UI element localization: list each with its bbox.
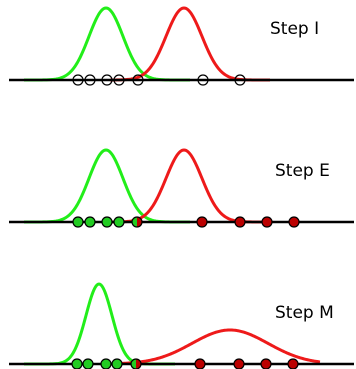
data-point-green bbox=[82, 358, 94, 369]
green-gaussian-curve bbox=[24, 282, 175, 366]
data-point-unassigned bbox=[101, 74, 113, 86]
green-gaussian-curve bbox=[24, 148, 190, 224]
green-gaussian-curve bbox=[24, 6, 190, 82]
data-point-red bbox=[194, 358, 206, 369]
step-i-label: Step I bbox=[270, 19, 319, 39]
data-point-red bbox=[260, 358, 272, 369]
data-point-green bbox=[101, 216, 113, 228]
data-point-green bbox=[100, 358, 112, 369]
data-point-green bbox=[71, 358, 83, 369]
data-point-green bbox=[72, 216, 84, 228]
step-e-label: Step E bbox=[275, 161, 330, 181]
step-m-label: Step M bbox=[275, 303, 334, 323]
data-point-unassigned bbox=[113, 74, 125, 86]
data-point-green bbox=[111, 358, 123, 369]
data-point-unassigned bbox=[197, 74, 209, 86]
data-point-red bbox=[233, 358, 245, 369]
data-point-unassigned bbox=[234, 74, 246, 86]
red-gaussian-curve bbox=[110, 6, 270, 82]
panel-step-e bbox=[9, 148, 354, 228]
data-point-red bbox=[234, 216, 246, 228]
data-point-mixed bbox=[131, 216, 143, 228]
data-point-green bbox=[84, 216, 96, 228]
data-point-red bbox=[288, 216, 300, 228]
red-gaussian-curve bbox=[110, 148, 270, 224]
panel-step-m bbox=[9, 282, 354, 369]
data-point-red bbox=[196, 216, 208, 228]
data-point-unassigned bbox=[84, 74, 96, 86]
data-point-red bbox=[287, 358, 299, 369]
data-point-red bbox=[261, 216, 273, 228]
data-point-green bbox=[113, 216, 125, 228]
data-point-unassigned bbox=[132, 74, 144, 86]
red-gaussian-curve bbox=[119, 328, 321, 365]
data-point-mixed bbox=[130, 358, 142, 369]
panel-step-i bbox=[9, 6, 354, 86]
data-point-unassigned bbox=[72, 74, 84, 86]
